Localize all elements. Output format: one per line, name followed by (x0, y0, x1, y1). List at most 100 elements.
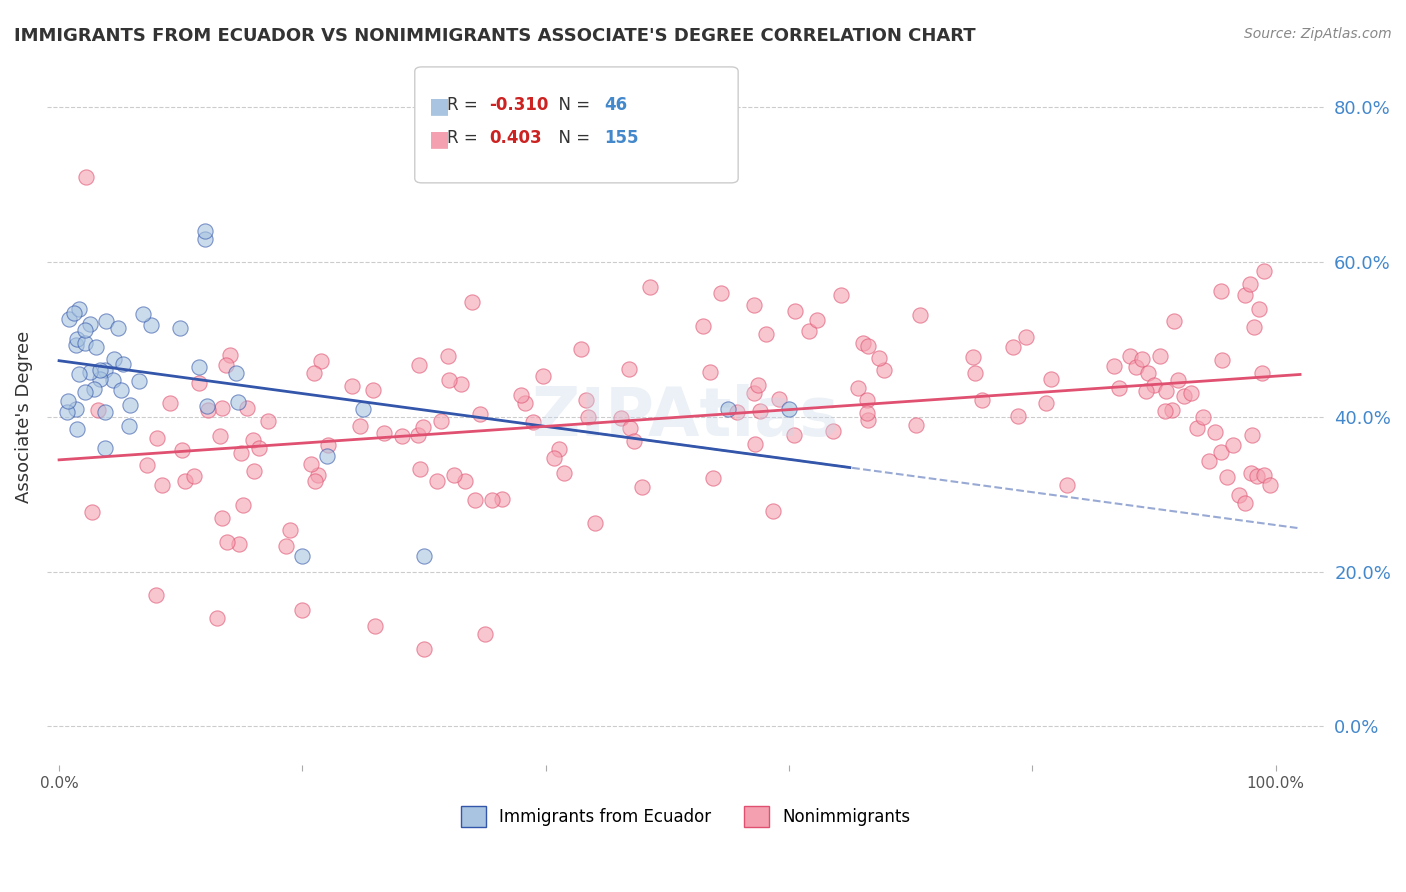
Point (231, 446, 253, 460)
Point (170, 442, 193, 457)
Point (169, 320, 191, 334)
Point (118, 418, 141, 433)
Point (315, 449, 337, 463)
Point (533, 368, 555, 383)
Point (638, 280, 661, 294)
Point (406, 428, 429, 442)
Point (299, 457, 322, 471)
Point (1240, 466, 1263, 480)
Point (799, 324, 821, 338)
Point (1108, 382, 1130, 396)
Point (103, 352, 125, 367)
Point (1234, 495, 1257, 509)
Text: -0.310: -0.310 (489, 96, 548, 114)
Point (1180, 385, 1202, 400)
Point (82, 505, 104, 519)
Point (437, 349, 460, 363)
Text: IMMIGRANTS FROM ECUADOR VS NONIMMIGRANTS ASSOCIATE'S DEGREE CORRELATION CHART: IMMIGRANTS FROM ECUADOR VS NONIMMIGRANTS… (14, 27, 976, 45)
Point (66, 422, 89, 436)
Point (1102, 359, 1125, 373)
Point (361, 383, 384, 397)
Point (225, 367, 247, 381)
Point (235, 401, 257, 416)
Point (1209, 445, 1232, 459)
Point (962, 350, 984, 364)
Point (302, 366, 325, 380)
Point (1040, 372, 1063, 386)
Point (112, 357, 135, 371)
Y-axis label: Associate's Degree: Associate's Degree (15, 331, 32, 503)
Point (1167, 373, 1189, 387)
Point (856, 392, 879, 407)
Text: 0.403: 0.403 (489, 129, 541, 147)
Point (1163, 314, 1185, 328)
Point (128, 374, 150, 388)
Point (58, 312, 80, 326)
Point (73, 323, 96, 337)
Point (468, 407, 491, 421)
Point (58, 394, 80, 409)
Point (194, 232, 217, 246)
Point (725, 405, 748, 419)
Point (852, 335, 875, 350)
Point (426, 475, 449, 489)
Point (509, 388, 531, 402)
Point (576, 409, 599, 424)
Point (135, 458, 157, 472)
Point (1149, 350, 1171, 364)
Point (83, 382, 105, 396)
Point (101, 373, 124, 387)
Point (146, 431, 169, 445)
Point (548, 442, 571, 456)
Point (1258, 477, 1281, 491)
Point (569, 343, 592, 357)
Point (94, 441, 117, 455)
Point (219, 348, 242, 362)
Point (1211, 284, 1233, 298)
Point (194, 224, 217, 238)
Point (187, 359, 209, 374)
Point (553, 467, 575, 481)
Point (522, 416, 544, 430)
Point (744, 437, 766, 451)
Point (145, 588, 167, 602)
Point (443, 468, 465, 483)
Point (75, 336, 97, 351)
Point (110, 384, 132, 398)
Point (742, 298, 765, 312)
Point (132, 307, 155, 321)
Point (211, 401, 233, 416)
Point (188, 376, 211, 390)
Point (1173, 389, 1195, 403)
Point (89, 372, 111, 386)
Point (830, 288, 852, 302)
Point (454, 474, 477, 488)
Point (94, 404, 117, 418)
Point (183, 469, 205, 483)
Point (1143, 378, 1166, 392)
Point (65, 337, 87, 351)
Point (1002, 340, 1025, 354)
Point (1253, 264, 1275, 278)
Point (1119, 349, 1142, 363)
Point (1136, 366, 1159, 380)
Point (304, 474, 326, 488)
Point (610, 411, 633, 425)
Point (257, 414, 280, 428)
Point (474, 626, 496, 640)
Point (66, 332, 89, 346)
Point (84, 340, 107, 354)
Point (67, 368, 90, 382)
Point (1125, 360, 1147, 375)
Point (89, 363, 111, 377)
Point (783, 304, 806, 318)
Point (67, 302, 90, 317)
Point (1130, 352, 1153, 367)
Point (1035, 395, 1057, 409)
Point (1161, 403, 1184, 417)
Point (430, 414, 453, 428)
Point (243, 464, 266, 478)
Text: ■: ■ (429, 96, 450, 116)
Point (391, 428, 413, 442)
Point (1154, 384, 1177, 399)
